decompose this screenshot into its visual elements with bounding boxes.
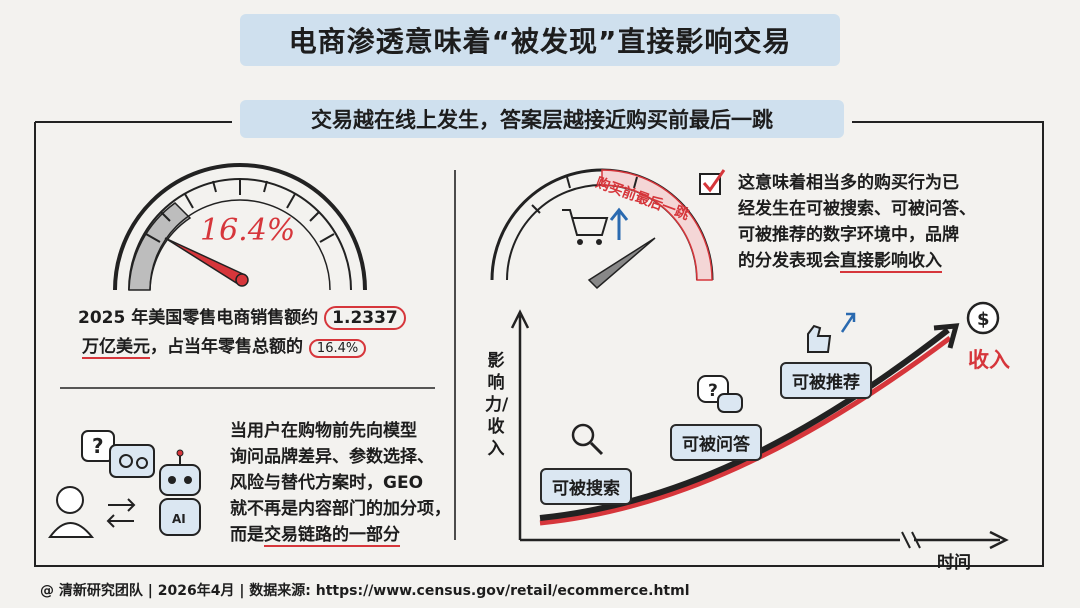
footer-source: @ 清新研究团队 | 2026年4月 | 数据来源: https://www.c…	[40, 583, 690, 599]
svg-text:?: ?	[708, 381, 718, 401]
gauge-value-label: 16.4%	[200, 213, 296, 248]
page-title: 电商渗透意味着“被发现”直接影响交易	[240, 14, 840, 66]
svg-text:$: $	[977, 309, 990, 330]
thumbs-up-icon	[807, 324, 832, 353]
search-icon	[571, 423, 595, 447]
x-axis	[520, 530, 1009, 550]
up-arrow-icon	[609, 207, 629, 240]
svg-text:?: ?	[92, 434, 104, 458]
ai-section-text: 当用户在购物前先向模型 询问品牌差异、参数选择、 风险与替代方案时，GEO 就不…	[230, 421, 451, 547]
statement-text: 这意味着相当多的购买行为已 经发生在可被搜索、可被问答、 可被推荐的数字环境中，…	[738, 173, 976, 273]
growth-chart: $ ?	[510, 301, 1009, 550]
robot-label: AI	[172, 512, 186, 526]
robot-icon	[159, 464, 201, 496]
subtitle: 交易越在线上发生，答案层越接近购买前最后一跳	[240, 100, 844, 138]
stage-answerable: 可被问答	[670, 424, 762, 461]
stage-searchable: 可被搜索	[540, 468, 632, 505]
growth-curve	[539, 327, 950, 521]
cart-icon	[562, 209, 609, 245]
dollar-icon	[966, 301, 1000, 335]
revenue-label: 收入	[968, 348, 1010, 372]
last-hop-needle	[587, 237, 656, 290]
stage-recommendable: 可被推荐	[780, 362, 872, 399]
user-icon	[56, 486, 84, 514]
user-ai-illustration: ? AI	[48, 430, 201, 538]
x-axis-label: 时间	[937, 553, 971, 573]
amount-highlight: 1.2337	[324, 306, 406, 330]
y-axis-label: 影响力/收入	[485, 351, 509, 459]
penetration-gauge	[113, 163, 367, 291]
pct-highlight: 16.4%	[308, 339, 367, 358]
check-icon	[699, 169, 726, 195]
last-hop-gauge	[490, 168, 714, 290]
y-axis	[510, 309, 530, 540]
ecommerce-caption-line1: 2025 年美国零售电商销售额约 1.2337	[78, 305, 406, 331]
growth-curve-red	[539, 335, 952, 526]
ecommerce-caption-line2: 万亿美元，占当年零售总额的 16.4%	[82, 334, 367, 362]
gauge-filled-segment	[128, 202, 192, 291]
exchange-arrows-icon	[106, 498, 136, 528]
last-hop-segment	[601, 169, 713, 281]
